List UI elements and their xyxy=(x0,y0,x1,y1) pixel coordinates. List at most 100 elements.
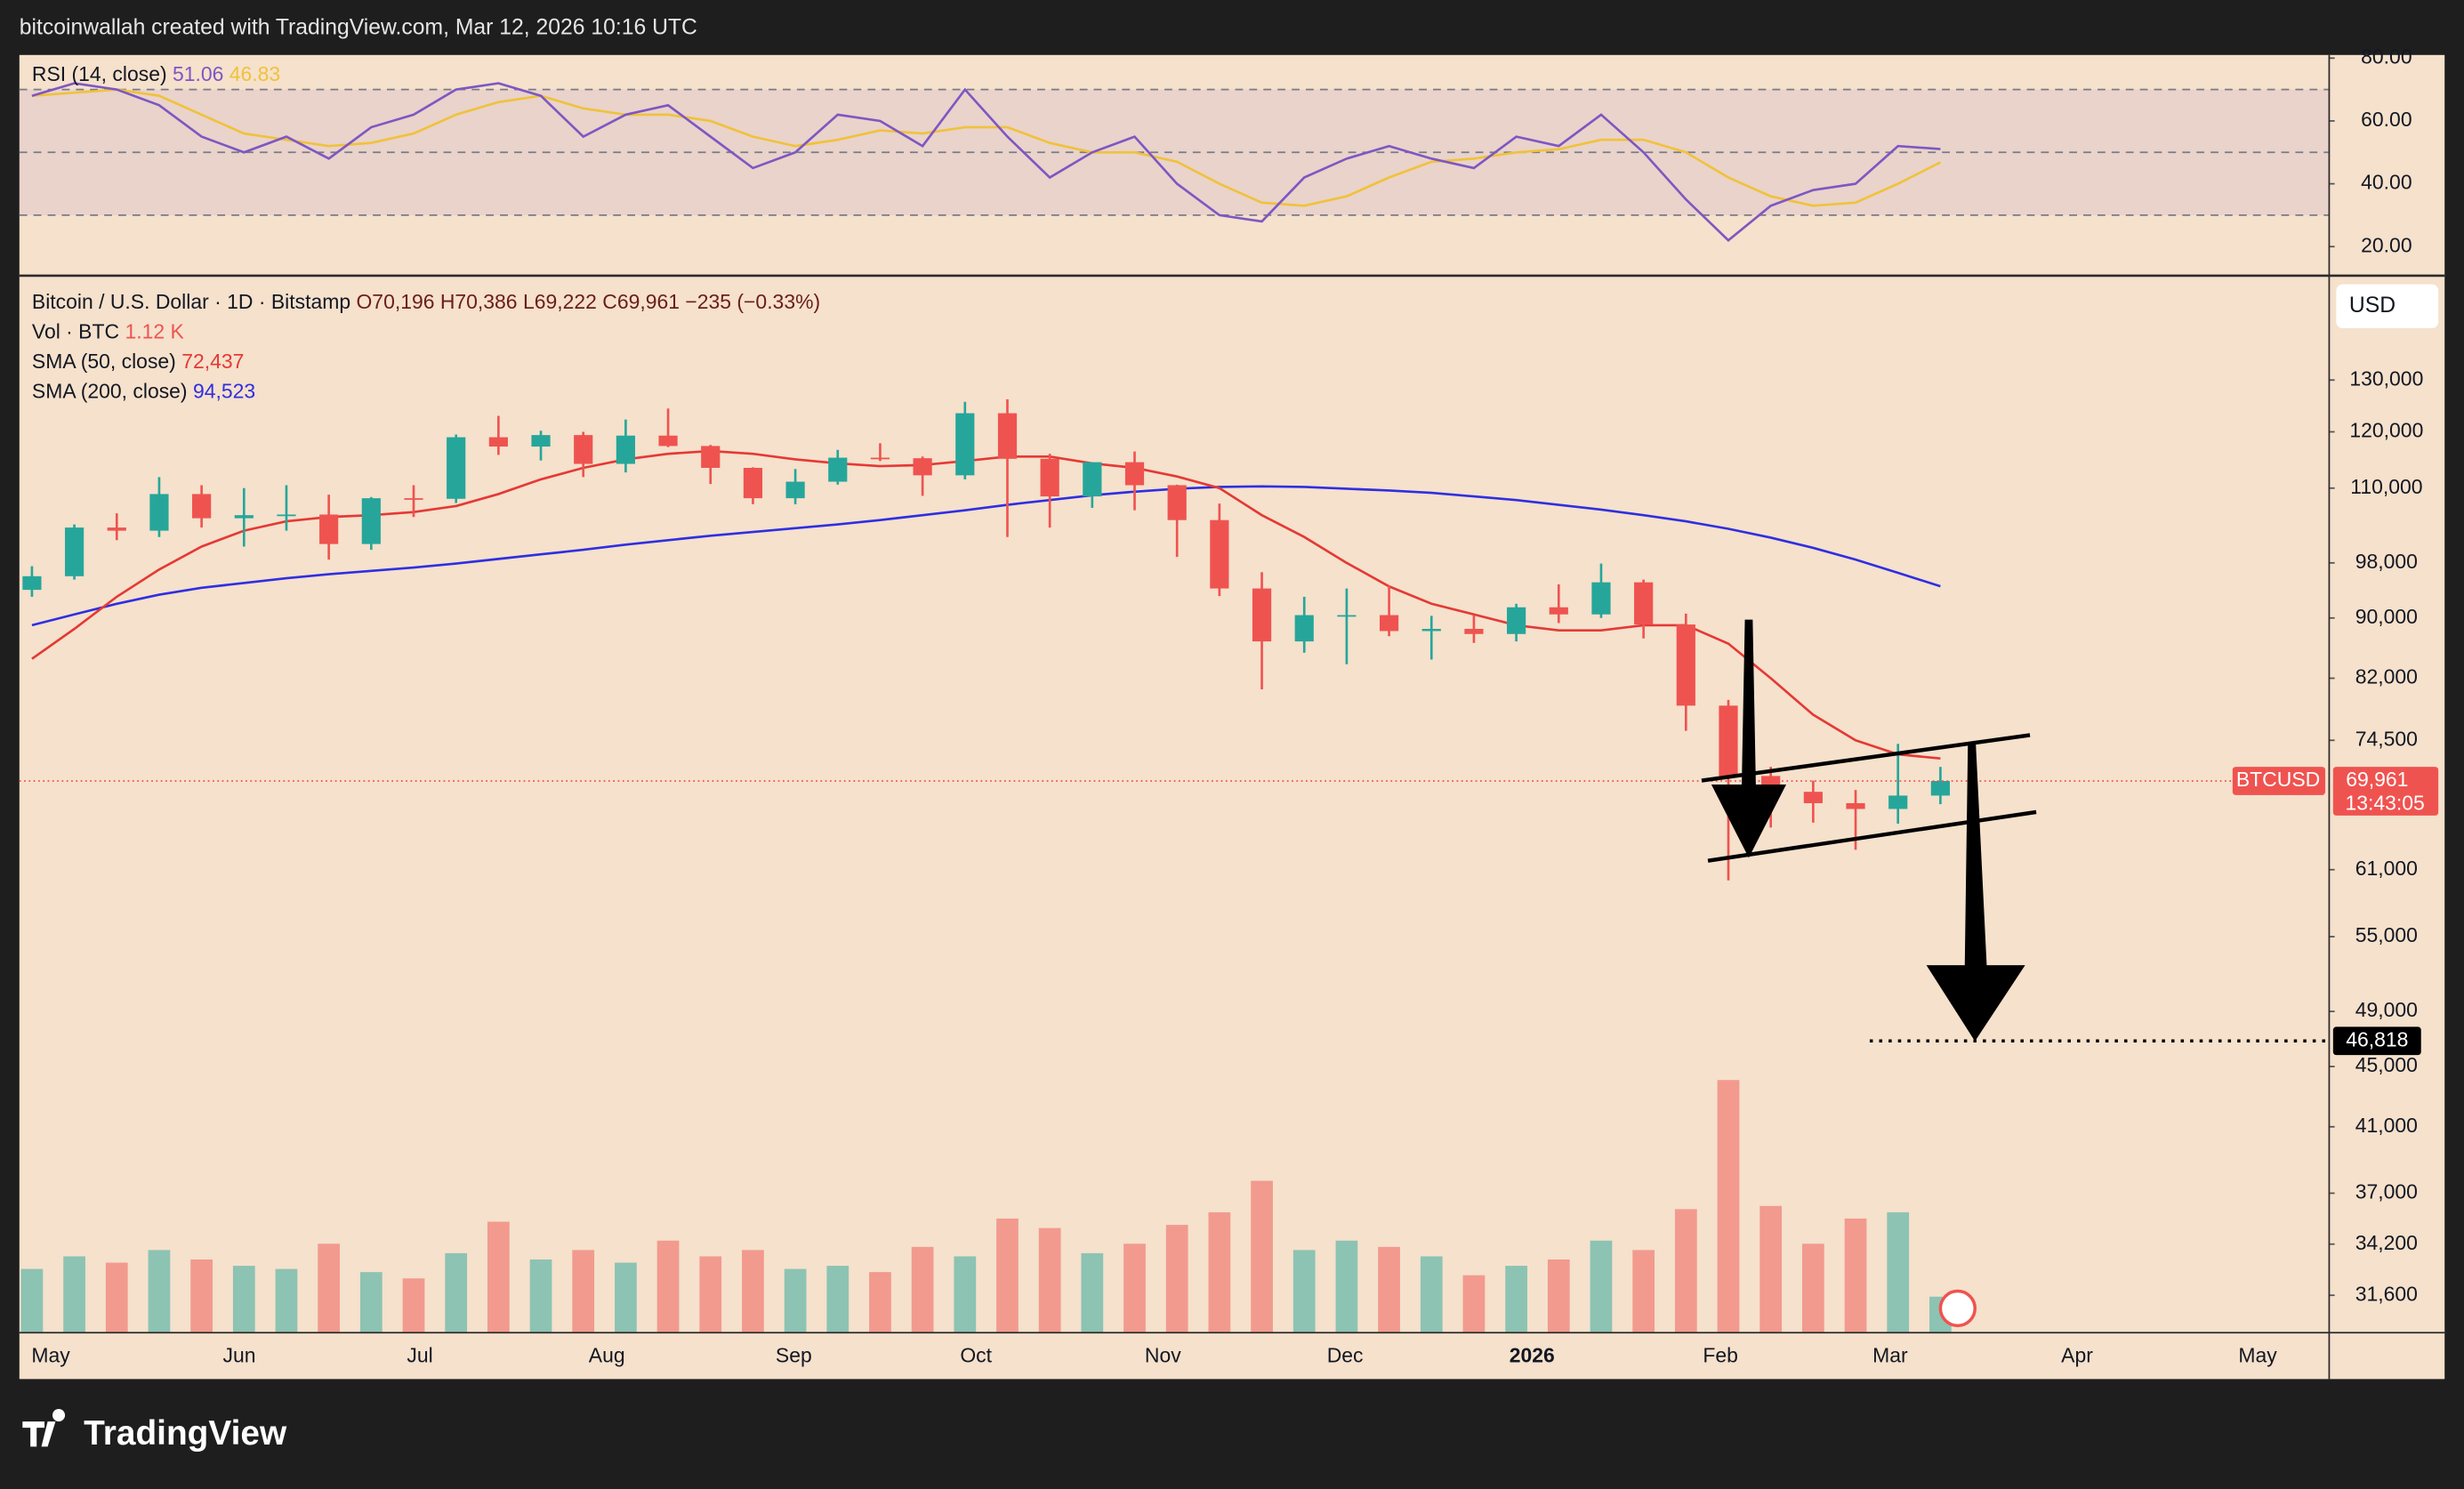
candle-body xyxy=(1379,615,1399,632)
candle-body xyxy=(447,437,466,499)
candle-body xyxy=(1888,795,1908,809)
volume-bar xyxy=(699,1256,722,1332)
candle-body xyxy=(319,514,339,544)
volume-bar xyxy=(1801,1244,1824,1332)
x-tick-label: Jun xyxy=(223,1344,256,1367)
event-flag[interactable] xyxy=(1938,1289,1977,1328)
candle-body xyxy=(531,435,551,447)
symbol-tag xyxy=(2232,767,2326,795)
y-tick-label: 80.00 xyxy=(2361,44,2412,68)
volume-bar xyxy=(445,1252,468,1332)
candle-body xyxy=(1507,607,1526,634)
candle-body xyxy=(107,527,126,531)
y-tick-label: 40.00 xyxy=(2361,171,2412,194)
y-tick-label: 41,000 xyxy=(2355,1114,2418,1137)
x-tick-label: Apr xyxy=(2061,1344,2093,1367)
candle-body xyxy=(1846,802,1865,809)
rsi-pane: 80.00 60.00 40.00 20.00 RSI (14, close) 51.0… xyxy=(19,44,2412,256)
volume-bar xyxy=(1165,1225,1188,1332)
y-tick-label: 74,500 xyxy=(2355,727,2418,750)
volume-bar xyxy=(742,1250,764,1332)
volume-bar xyxy=(1887,1211,1910,1332)
candle-body xyxy=(1930,781,1950,796)
candle-body xyxy=(1252,588,1272,642)
x-tick-label: May xyxy=(31,1344,70,1367)
legend-item: Bitcoin / U.S. Dollar · 1D · Bitstamp xyxy=(32,290,350,313)
candle-body xyxy=(1464,628,1484,634)
x-tick-label: Aug xyxy=(589,1344,625,1367)
y-tick-label: 130,000 xyxy=(2349,366,2423,390)
candle-body xyxy=(1421,628,1441,632)
legend-item: SMA (200, close) xyxy=(32,380,188,403)
volume-bar xyxy=(402,1278,425,1332)
candle-body xyxy=(234,515,254,519)
volume-bar xyxy=(275,1268,298,1332)
currency-label: USD xyxy=(2349,294,2396,318)
x-tick-label: May xyxy=(2238,1344,2277,1367)
y-tick-label: 60.00 xyxy=(2361,108,2412,131)
volume-bar xyxy=(996,1218,1019,1332)
volume-bar xyxy=(148,1250,171,1332)
volume-bar xyxy=(826,1266,850,1332)
candle-body xyxy=(1591,582,1611,615)
candle-body xyxy=(955,413,975,476)
legend-row: SMA (200, close) 94,523 xyxy=(32,380,255,403)
candle-body xyxy=(913,458,932,476)
legend-item: RSI (14, close) xyxy=(32,62,167,85)
y-tick-label: 61,000 xyxy=(2355,857,2418,880)
volume-bar xyxy=(572,1250,595,1332)
x-tick-label: Feb xyxy=(1703,1344,1738,1367)
volume-bar xyxy=(63,1256,85,1332)
footer-logo: TradingView xyxy=(22,1408,287,1453)
y-tick-label: 110,000 xyxy=(2350,475,2422,498)
x-tick-label: Nov xyxy=(1145,1344,1181,1367)
sma200-line xyxy=(31,485,1941,627)
volume-bar xyxy=(1420,1256,1443,1332)
candle-body xyxy=(404,498,423,500)
volume-bar xyxy=(1378,1246,1400,1332)
candle-body xyxy=(785,481,805,499)
x-tick-label: Oct xyxy=(960,1344,992,1367)
currency-button[interactable] xyxy=(2336,284,2439,329)
legend-item: 46.83 xyxy=(229,62,280,85)
candle-body xyxy=(1294,615,1314,642)
price-tag xyxy=(2332,767,2439,816)
chart-panel xyxy=(19,54,2445,1380)
bear-flag-drawing xyxy=(1701,619,2037,1042)
candle-body xyxy=(870,457,890,460)
target-label: 46,818 xyxy=(2346,1027,2408,1050)
volume-bar xyxy=(1208,1211,1231,1332)
candle-body xyxy=(574,435,593,464)
volume-bar xyxy=(359,1272,382,1332)
candle-body xyxy=(1040,458,1059,497)
candle-body xyxy=(658,435,678,447)
candle-body xyxy=(488,437,508,447)
pole-arrow xyxy=(1711,619,1787,858)
volume-bar xyxy=(1038,1227,1061,1332)
brand: TradingView xyxy=(84,1414,287,1453)
candle-body xyxy=(1803,792,1823,803)
volume-bar xyxy=(190,1259,213,1332)
sma50-line xyxy=(31,449,1941,761)
volume-bar xyxy=(954,1256,977,1332)
volume-bar xyxy=(487,1221,510,1332)
candle-body xyxy=(1719,705,1738,777)
legend-item: 72,437 xyxy=(181,350,244,373)
legend-item: L69,222 xyxy=(523,290,597,313)
y-tick-label: 34,200 xyxy=(2355,1231,2418,1254)
candle-body xyxy=(1083,462,1102,497)
legend-row: Bitcoin / U.S. Dollar · 1D · Bitstamp O7… xyxy=(32,290,820,313)
x-tick-label: Sep xyxy=(776,1344,812,1367)
legend-item: Vol · BTC xyxy=(32,319,119,342)
volume-bar xyxy=(1717,1080,1740,1332)
attribution: bitcoinwallah created with TradingView.c… xyxy=(20,15,697,39)
candle-body xyxy=(1124,462,1145,486)
candle-body xyxy=(192,494,212,519)
target-arrow xyxy=(1926,742,2025,1042)
x-tick-label: Jul xyxy=(407,1344,432,1367)
candle-body xyxy=(22,575,42,591)
target-tag xyxy=(2332,1026,2421,1056)
rsi-line xyxy=(31,88,1941,207)
candle-body xyxy=(1337,615,1357,617)
